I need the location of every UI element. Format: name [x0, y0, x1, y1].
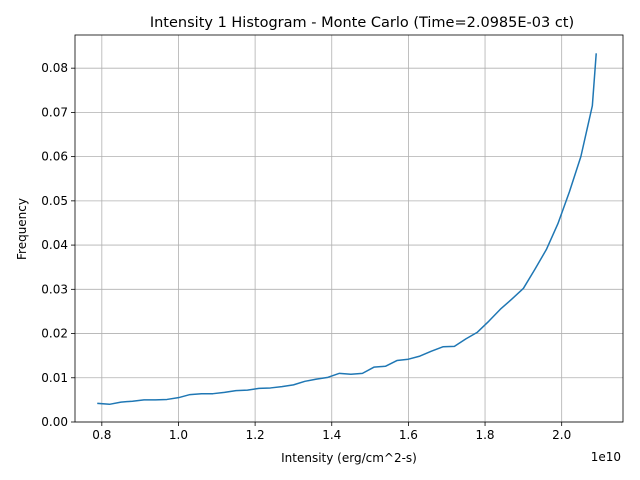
- y-tick-label: 0.05: [41, 194, 68, 208]
- y-tick-label: 0.08: [41, 61, 68, 75]
- series-group: [97, 53, 597, 406]
- plot-frame: [74, 34, 624, 423]
- chart-title: Intensity 1 Histogram - Monte Carlo (Tim…: [150, 15, 574, 31]
- x-tick-label: 1.4: [322, 428, 341, 442]
- y-tick-label: 0.03: [41, 282, 68, 296]
- y-axis: 0.00 0.01 0.02 0.03 0.04 0.05 0.06 0.07 0.08: [41, 61, 75, 429]
- series-line: [97, 53, 597, 406]
- y-tick-label: 0.07: [41, 105, 68, 119]
- x-axis-label: Intensity (erg/cm^2-s): [281, 451, 417, 465]
- y-tick-label: 0.01: [41, 371, 68, 385]
- y-axis-label: Frequency: [15, 198, 29, 260]
- y-tick-label: 0.04: [41, 238, 68, 252]
- x-axis: 0.8 1.0 1.2 1.4 1.6 1.8 2.0: [92, 422, 571, 442]
- y-tick-label: 0.06: [41, 150, 68, 164]
- x-tick-label: 1.2: [246, 428, 265, 442]
- x-tick-label: 1.6: [399, 428, 418, 442]
- y-tick-label: 0.02: [41, 327, 68, 341]
- x-axis-offset-label: 1e10: [591, 450, 621, 464]
- x-tick-label: 1.0: [169, 428, 188, 442]
- y-tick-label: 0.00: [41, 415, 68, 429]
- x-tick-label: 2.0: [552, 428, 571, 442]
- x-tick-label: 0.8: [92, 428, 111, 442]
- x-tick-label: 1.8: [475, 428, 494, 442]
- grid: [75, 35, 623, 423]
